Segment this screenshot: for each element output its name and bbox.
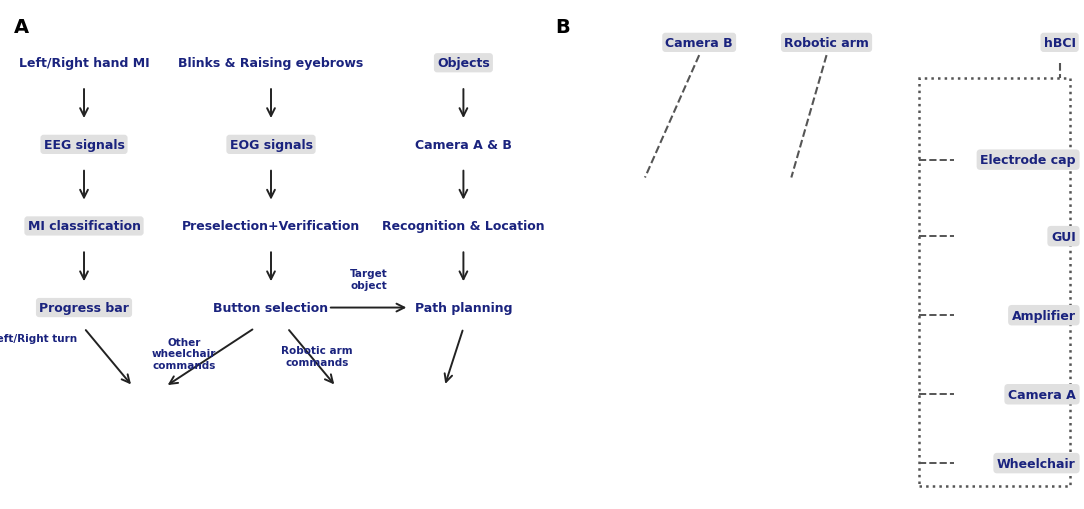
Text: Blinks & Raising eyebrows: Blinks & Raising eyebrows	[179, 57, 363, 70]
Text: Preselection+Verification: Preselection+Verification	[182, 220, 360, 233]
Text: B: B	[555, 18, 570, 37]
Text: Wheelchair: Wheelchair	[997, 457, 1075, 470]
Text: Recognition & Location: Recognition & Location	[382, 220, 545, 233]
Text: Robotic arm
commands: Robotic arm commands	[281, 346, 353, 367]
Text: Electrode cap: Electrode cap	[980, 154, 1075, 167]
Text: EEG signals: EEG signals	[43, 138, 125, 152]
Text: Target
object: Target object	[350, 269, 387, 290]
Text: Objects: Objects	[437, 57, 490, 70]
Text: Path planning: Path planning	[415, 301, 512, 315]
Text: Camera A: Camera A	[1008, 388, 1075, 401]
Text: Progress bar: Progress bar	[39, 301, 129, 315]
Text: Other
wheelchair
commands: Other wheelchair commands	[152, 337, 217, 371]
Text: hBCI: hBCI	[1044, 37, 1075, 50]
Text: EOG signals: EOG signals	[230, 138, 312, 152]
Text: Camera B: Camera B	[666, 37, 733, 50]
Text: Amplifier: Amplifier	[1011, 309, 1075, 322]
Bar	[919, 79, 1071, 486]
Text: A: A	[13, 18, 28, 37]
Text: MI classification: MI classification	[27, 220, 141, 233]
Text: Button selection: Button selection	[214, 301, 328, 315]
Text: Left/Right hand MI: Left/Right hand MI	[18, 57, 150, 70]
Text: Camera A & B: Camera A & B	[415, 138, 512, 152]
Text: Robotic arm: Robotic arm	[784, 37, 869, 50]
Text: GUI: GUI	[1051, 230, 1075, 243]
Text: Left/Right turn: Left/Right turn	[0, 333, 77, 344]
